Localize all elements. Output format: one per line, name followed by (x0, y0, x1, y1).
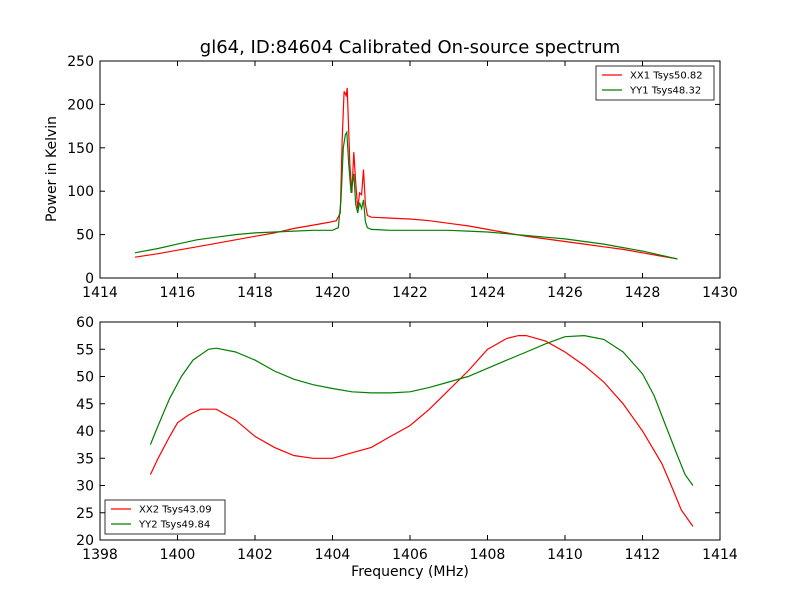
bottom-x-tick-label: 1408 (470, 547, 506, 563)
chart-title: gl64, ID:84604 Calibrated On-source spec… (200, 37, 620, 58)
bottom-spectrum-chart: 1398 1400 1402 1404 1406 1408 1410 1412 1414 20 25… (76, 315, 738, 563)
top-y-tick-label: 0 (85, 271, 94, 287)
top-y-tick-label: 150 (67, 141, 94, 157)
bottom-x-tick-label: 1406 (392, 547, 428, 563)
bottom-y-tick-label: 35 (76, 451, 94, 467)
bottom-x-tick-label: 1412 (625, 547, 661, 563)
bottom-series-line-2 (149, 334, 694, 486)
bottom-y-tick-label: 20 (76, 533, 94, 549)
top-x-tick-label: 1424 (470, 285, 506, 301)
bottom-x-tick-label: 1398 (82, 547, 118, 563)
bottom-legend-box (104, 499, 226, 535)
top-x-tick-label: 1426 (547, 285, 583, 301)
top-series-line-2 (134, 130, 678, 260)
top-x-tick-label: 1416 (160, 285, 196, 301)
bottom-x-tick-label: 1404 (315, 547, 351, 563)
bottom-y-tick-label: 40 (76, 424, 94, 440)
bottom-y-tick-label: 60 (76, 315, 94, 331)
top-legend-box (595, 65, 715, 101)
bottom-y-tick-label: 50 (76, 370, 94, 386)
bottom-x-tick-label: 1400 (160, 547, 196, 563)
top-x-tick-label: 1414 (82, 285, 118, 301)
top-y-tick-label: 200 (67, 97, 94, 113)
top-legend-label-1: XX1 Tsys50.82 (630, 71, 703, 82)
top-y-tick-label: 100 (67, 184, 94, 200)
bottom-series-line-1 (149, 335, 694, 527)
top-x-tick-label: 1430 (702, 285, 738, 301)
top-y-tick-label: 50 (76, 228, 94, 244)
top-x-tick-label: 1418 (237, 285, 273, 301)
bottom-x-tick-label: 1402 (237, 547, 273, 563)
top-x-tick-label: 1428 (625, 285, 661, 301)
top-legend-label-2: YY1 Tsys48.32 (629, 86, 701, 97)
top-y-tick-label: 250 (67, 54, 94, 70)
top-x-tick-label: 1422 (392, 285, 428, 301)
bottom-y-tick-label: 30 (76, 479, 94, 495)
bottom-y-tick-label: 25 (76, 506, 94, 522)
bottom-legend-label-2: YY2 Tsys49.84 (138, 520, 210, 531)
top-y-axis-label: Power in Kelvin (44, 116, 60, 222)
bottom-x-tick-label: 1410 (547, 547, 583, 563)
top-spectrum-chart: 1414 1416 1418 1420 1422 1424 1426 1428 1430 0 50 1… (67, 54, 738, 301)
bottom-y-tick-label: 45 (76, 397, 94, 413)
bottom-legend-label-1: XX2 Tsys43.09 (139, 505, 212, 516)
bottom-x-axis-label: Frequency (MHz) (351, 564, 469, 580)
top-x-tick-label: 1420 (315, 285, 351, 301)
bottom-x-tick-label: 1414 (702, 547, 738, 563)
bottom-y-tick-label: 55 (76, 342, 94, 358)
